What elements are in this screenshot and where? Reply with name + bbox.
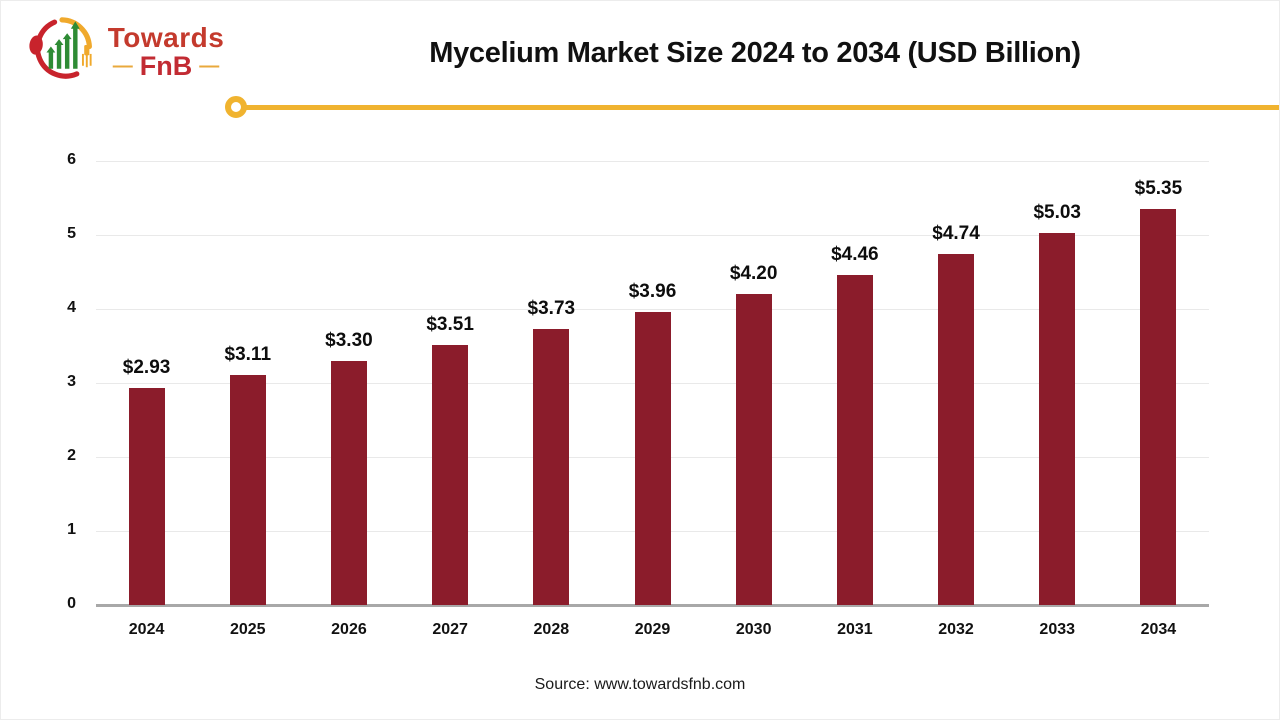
y-tick-label-1: 1 <box>67 521 76 538</box>
brand-dash-right: — <box>199 55 220 78</box>
bar-2031 <box>836 274 873 605</box>
x-tick-label-2027: 2027 <box>432 621 468 638</box>
brand-dash-left: — <box>112 55 133 78</box>
brand-name-towards: Towards <box>107 22 225 53</box>
brand-name-fnb-row: — FnB — <box>101 51 231 82</box>
y-tick-label-2: 2 <box>67 447 76 464</box>
x-tick-label-2034: 2034 <box>1140 621 1177 638</box>
logo-yellow-arc <box>59 17 92 50</box>
bar-2029 <box>634 311 671 605</box>
bar-value-label-2028: $3.73 <box>527 297 576 319</box>
x-tick-label-2028: 2028 <box>533 621 570 638</box>
logo-spoon-icon <box>29 35 43 55</box>
bar-2027 <box>432 345 469 605</box>
x-tick-label-2026: 2026 <box>331 621 367 638</box>
logo-red-arc <box>34 19 80 79</box>
bar-2033 <box>1039 232 1076 605</box>
chart-title: Mycelium Market Size 2024 to 2034 (USD B… <box>429 37 1081 69</box>
brand-wordmark: Towards — FnB — <box>101 23 231 81</box>
y-tick-label-6: 6 <box>67 151 76 168</box>
bar-2026 <box>330 360 367 605</box>
source-text: Source: www.towardsfnb.com <box>534 676 746 693</box>
divider-ring-icon <box>225 96 247 118</box>
bar-value-label-2034: $5.35 <box>1134 178 1183 200</box>
gridline-4 <box>96 309 1209 310</box>
bar-2030 <box>735 294 772 605</box>
brand-name-fnb: FnB <box>139 51 193 82</box>
gridline-5 <box>96 235 1209 236</box>
bar-2025 <box>229 374 266 605</box>
divider-line <box>241 105 1279 110</box>
x-tick-label-2029: 2029 <box>634 621 671 638</box>
towardsfnb-logo-icon <box>29 17 92 79</box>
y-tick-label-0: 0 <box>67 595 76 612</box>
logo-growth-bars-icon <box>46 21 80 69</box>
bar-value-label-2026: $3.30 <box>325 329 373 351</box>
x-tick-label-2030: 2030 <box>735 621 772 638</box>
bar-2028 <box>533 328 570 605</box>
bar-value-label-2030: $4.20 <box>729 263 778 285</box>
bar-value-label-2025: $3.11 <box>224 343 272 365</box>
bar-value-label-2032: $4.74 <box>932 223 980 245</box>
x-tick-label-2033: 2033 <box>1039 621 1076 638</box>
bar-value-label-2027: $3.51 <box>426 314 474 336</box>
y-tick-label-4: 4 <box>67 299 76 316</box>
bar-value-label-2029: $3.96 <box>628 280 677 302</box>
y-tick-label-3: 3 <box>67 373 76 390</box>
y-tick-label-5: 5 <box>67 225 76 242</box>
x-axis-line <box>96 604 1209 607</box>
x-tick-label-2024: 2024 <box>128 621 165 638</box>
x-tick-label-2032: 2032 <box>938 621 974 638</box>
logo-fork-icon <box>81 45 92 68</box>
x-tick-label-2025: 2025 <box>229 621 266 638</box>
bar-2032 <box>938 254 975 605</box>
bar-value-label-2033: $5.03 <box>1033 201 1081 223</box>
bar-2024 <box>128 388 165 605</box>
bar-value-label-2031: $4.46 <box>831 243 879 265</box>
bar-value-label-2024: $2.93 <box>122 357 171 379</box>
x-tick-label-2031: 2031 <box>837 621 873 638</box>
bar-2034 <box>1140 209 1177 605</box>
gridline-6 <box>96 161 1209 162</box>
